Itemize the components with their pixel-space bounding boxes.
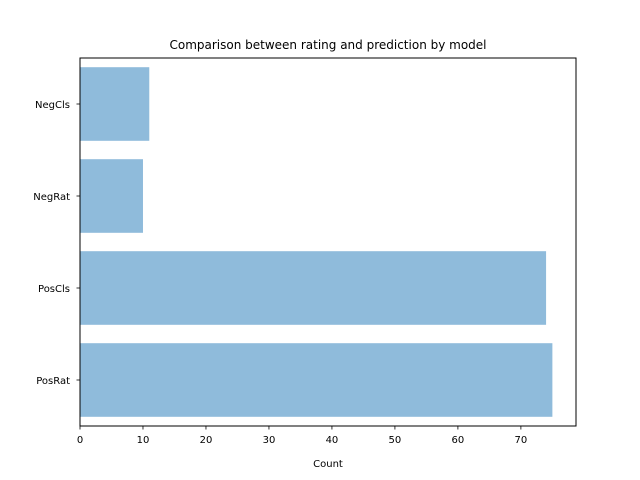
x-tick-label: 20 <box>200 435 213 446</box>
bar-negcls <box>80 67 150 141</box>
x-tick-label: 60 <box>452 435 465 446</box>
x-tick-label: 50 <box>389 435 402 446</box>
y-tick-label: PosRat <box>36 376 70 387</box>
y-tick-label: NegRat <box>33 192 70 203</box>
x-axis-ticks: 0 10 20 30 40 50 60 70 <box>77 426 527 446</box>
bars-group <box>80 67 553 417</box>
bar-posrat <box>80 343 553 417</box>
chart-title: Comparison between rating and prediction… <box>169 38 486 52</box>
x-tick-label: 70 <box>515 435 528 446</box>
y-tick-label: PosCls <box>38 284 70 295</box>
x-tick-label: 40 <box>326 435 339 446</box>
y-tick-label: NegCls <box>35 100 70 111</box>
x-tick-label: 0 <box>77 435 83 446</box>
bar-negrat <box>80 159 143 233</box>
x-tick-label: 30 <box>263 435 276 446</box>
x-axis-label: Count <box>313 459 343 470</box>
x-tick-label: 10 <box>137 435 150 446</box>
y-axis-ticks: PosRat PosCls NegRat NegCls <box>33 100 80 387</box>
bar-poscls <box>80 251 547 325</box>
plot-frame <box>79 57 577 427</box>
